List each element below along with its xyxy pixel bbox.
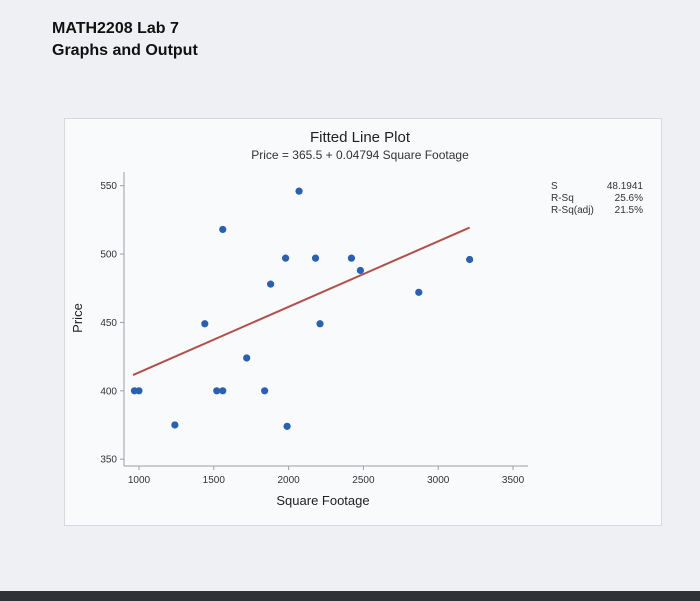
data-point (311, 254, 320, 262)
y-tick-label: 350 (100, 455, 117, 466)
data-point (347, 254, 356, 262)
stat-label: S (551, 181, 558, 192)
chart-subtitle: Price = 365.5 + 0.04794 Square Footage (251, 148, 469, 162)
data-point (415, 288, 423, 296)
y-axis-label: Price (70, 303, 85, 333)
data-point (282, 254, 290, 262)
data-point (283, 422, 291, 430)
stats-table: S 48.1941 R-Sq 25.6% R-Sq(adj) 21.5% (551, 181, 643, 216)
data-point (135, 387, 143, 395)
fit-line-group (132, 226, 471, 376)
points-group (130, 187, 474, 430)
data-point (466, 255, 474, 264)
stat-value: 48.1941 (607, 181, 644, 192)
data-point (171, 421, 179, 429)
stat-label: R-Sq (551, 193, 574, 204)
stat-label: R-Sq(adj) (551, 205, 594, 216)
data-point (295, 187, 303, 195)
axes: 1000 1500 2000 2500 3000 3500 350 400 450 500 550 (100, 172, 528, 486)
plot-frame (64, 118, 662, 526)
data-point (219, 225, 227, 234)
stat-value: 21.5% (615, 205, 643, 216)
stat-value: 25.6% (615, 193, 643, 204)
x-tick-label: 2500 (352, 475, 375, 486)
y-tick-label: 450 (100, 318, 117, 329)
data-point (243, 354, 251, 362)
data-point (261, 387, 269, 395)
lab-subtitle: Graphs and Output (52, 42, 198, 59)
bottom-bar (0, 591, 700, 601)
document-title: MATH2208 Lab 7 Graphs and Output (52, 18, 198, 62)
lab-title: MATH2208 Lab 7 (52, 20, 179, 37)
data-point (356, 266, 365, 275)
chart-title: Fitted Line Plot (310, 129, 411, 146)
fit-line (132, 226, 471, 376)
y-tick-label: 400 (100, 386, 117, 397)
data-point (316, 320, 324, 328)
x-tick-label: 1000 (128, 475, 151, 486)
x-tick-label: 2000 (277, 475, 300, 486)
data-point (213, 387, 221, 395)
x-tick-label: 1500 (203, 475, 226, 486)
y-tick-label: 550 (100, 181, 117, 192)
x-axis-label: Square Footage (276, 493, 369, 508)
y-tick-label: 500 (100, 250, 117, 261)
data-point (219, 387, 227, 395)
x-tick-label: 3500 (502, 475, 525, 486)
x-tick-label: 3000 (427, 475, 450, 486)
data-point (267, 280, 275, 288)
data-point (201, 320, 209, 328)
